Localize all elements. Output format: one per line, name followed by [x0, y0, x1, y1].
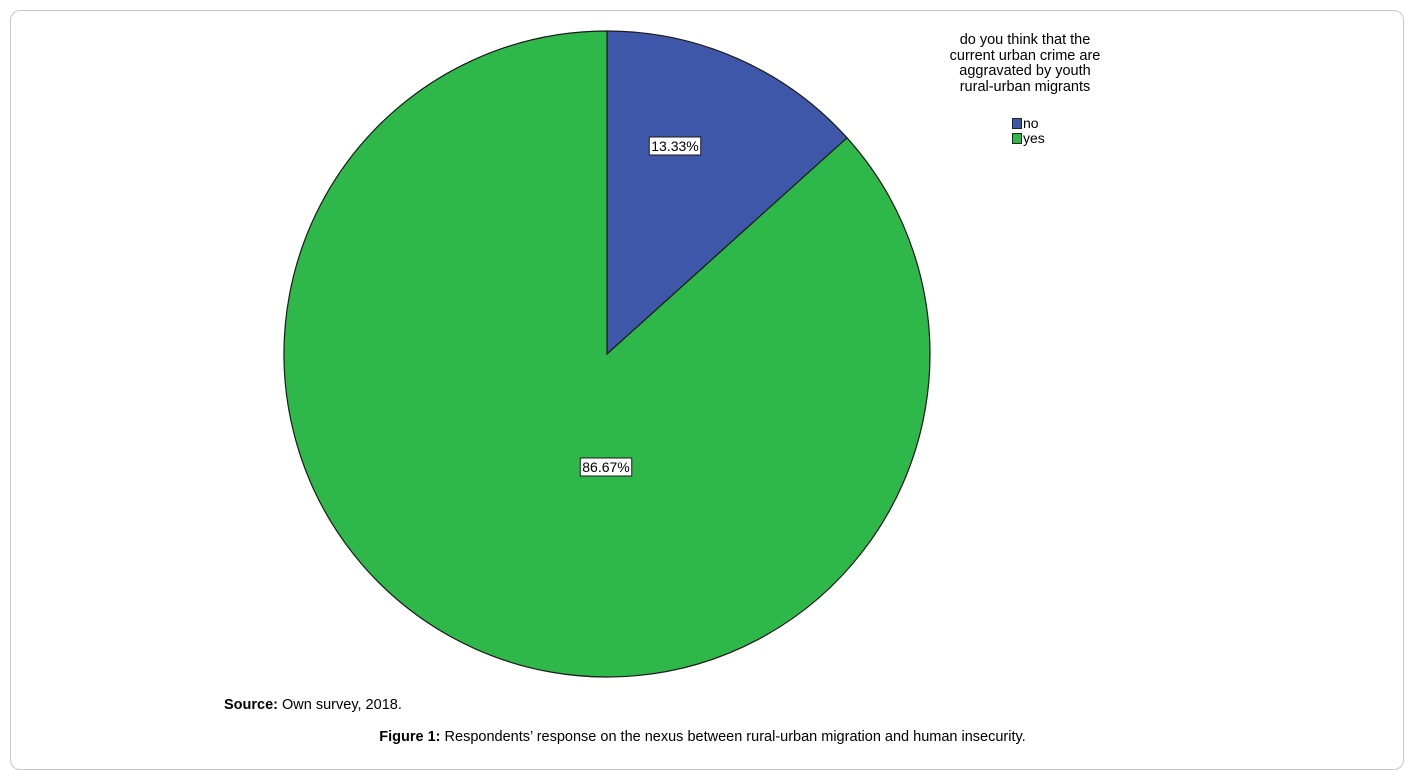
legend-swatch-yes	[1012, 133, 1022, 144]
data-label-text-yes: 86.67%	[582, 459, 629, 475]
legend-label-no: no	[1023, 115, 1039, 131]
data-label-no: 13.33%	[648, 136, 702, 156]
data-label-box-yes	[579, 457, 633, 477]
caption-text: Respondents’ response on the nexus betwe…	[440, 729, 1026, 745]
data-label-box-no	[648, 136, 702, 156]
source-note: Source: Own survey, 2018.	[224, 697, 402, 713]
legend-title: do you think that the current urban crim…	[949, 32, 1101, 95]
legend-item-yes: yes	[1012, 131, 1045, 146]
pie-slice-no	[606, 30, 848, 356]
figure-caption: Figure 1: Respondents’ response on the n…	[0, 729, 1405, 745]
pie-chart: 13.33% 86.67%	[283, 30, 931, 678]
legend-swatch-no	[1012, 118, 1022, 129]
data-label-text-no: 13.33%	[651, 138, 698, 154]
legend-label-yes: yes	[1023, 130, 1045, 146]
data-label-yes: 86.67%	[579, 457, 633, 477]
legend: no yes	[1012, 116, 1045, 146]
source-label: Source:	[224, 697, 278, 713]
pie-slice-yes	[283, 30, 931, 678]
source-text: Own survey, 2018.	[278, 697, 402, 713]
legend-item-no: no	[1012, 116, 1045, 131]
caption-label: Figure 1:	[379, 729, 441, 745]
